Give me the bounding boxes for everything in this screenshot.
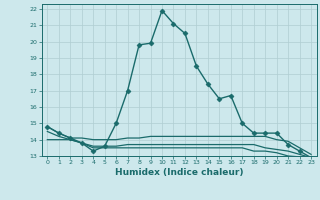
X-axis label: Humidex (Indice chaleur): Humidex (Indice chaleur) <box>115 168 244 177</box>
